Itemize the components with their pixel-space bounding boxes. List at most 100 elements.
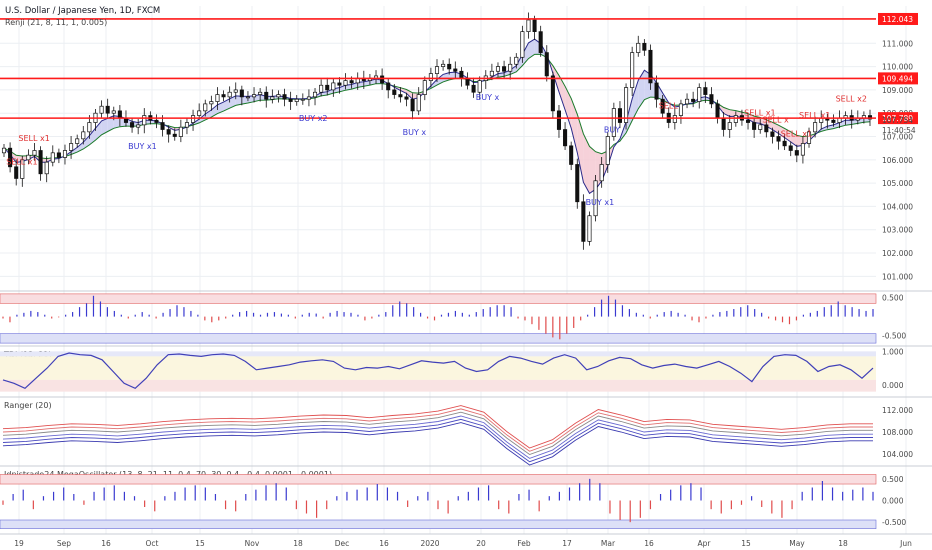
candle-body [581, 201, 586, 242]
candle-body [459, 70, 464, 79]
time-tick-label: Mar [601, 539, 616, 548]
ma-cloud-segment [528, 39, 535, 59]
candle-body [349, 80, 354, 84]
time-tick-label: 20 [476, 539, 486, 548]
price-tick-label: 107.000 [882, 133, 913, 142]
time-tick-label: 19 [14, 539, 24, 548]
candle-body [26, 154, 31, 161]
candle-body [526, 19, 531, 32]
time-tick-label: Oct [146, 539, 159, 548]
price-pane[interactable]: SELL x1 SELL x1 BUY x1 BUY x2 BUY x BUY x BUY … [0, 12, 876, 250]
candle-body [642, 42, 647, 51]
ma-cloud-segment [772, 122, 779, 134]
tdi-line [2, 352, 874, 390]
price-tick-label: 101.000 [882, 272, 913, 281]
candle-body [300, 98, 305, 101]
price-tick-label: 103.000 [882, 226, 913, 235]
candle-body [386, 82, 391, 91]
candle-body [166, 129, 171, 135]
candle-body [416, 94, 421, 112]
candle-body [520, 31, 525, 58]
candle-body [471, 84, 476, 93]
mega-tick-label: 0.000 [882, 497, 904, 506]
time-tick-label: Jun [899, 539, 912, 548]
ma-cloud-segment [723, 107, 730, 117]
candle-body [538, 31, 543, 53]
candle-body [410, 98, 415, 112]
candle-body [764, 124, 769, 133]
candle-body [398, 94, 403, 98]
time-tick-label: Nov [245, 539, 260, 548]
candle-body [788, 145, 793, 151]
price-tick-label: 111.000 [882, 39, 913, 48]
tdi-pane[interactable]: TDI (13, 21) [0, 350, 876, 392]
time-tick-label: Apr [698, 539, 712, 548]
candle-body [191, 115, 196, 123]
candle-body [111, 110, 116, 114]
candle-body [672, 115, 677, 123]
candle-body [282, 94, 287, 100]
ranger-pane[interactable]: Ranger (20) [2, 401, 873, 466]
candle-body [806, 131, 812, 144]
price-tick-label: 105.000 [882, 179, 913, 188]
candle-body [264, 91, 269, 100]
level-tag-label: 107.789 [882, 114, 913, 123]
candle-body [556, 110, 561, 130]
candle-body [447, 63, 452, 70]
ma-cloud-segment [95, 120, 102, 141]
slow-ma-line [3, 53, 871, 160]
candle-body [532, 19, 537, 32]
candle-body [441, 63, 446, 67]
candle-body [1, 147, 7, 154]
candle-body [758, 124, 763, 130]
candle-body [746, 119, 751, 123]
msi-pane[interactable]: MSI (10) [0, 293, 877, 344]
candle-body [392, 89, 397, 95]
candle-body [569, 145, 574, 165]
tdi-tick-label: 1.000 [882, 347, 904, 356]
candle-body [38, 150, 43, 175]
ma-cloud-segment [443, 72, 450, 82]
candle-body [434, 66, 440, 74]
ranger-band [2, 408, 873, 452]
candle-body [550, 75, 555, 112]
candle-body [276, 94, 281, 98]
candle-body [50, 152, 55, 163]
ma-cloud-segment [101, 118, 108, 135]
price-tick-label: 106.000 [882, 156, 913, 165]
time-tick-label: May [789, 539, 805, 548]
time-tick-label: 16 [644, 539, 654, 548]
candle-body [56, 152, 61, 158]
candle-body [630, 52, 635, 88]
candle-body [691, 98, 696, 102]
candle-body [252, 94, 257, 98]
candle-body [313, 91, 318, 98]
candle-body [709, 94, 714, 105]
ranger-band [2, 422, 873, 466]
msi-zone [0, 293, 877, 304]
candle-body [288, 98, 293, 102]
candle-body [703, 87, 708, 95]
candle-body [87, 122, 92, 133]
candle-body [99, 105, 104, 114]
time-tick-label: 16 [379, 539, 389, 548]
candle-body [184, 122, 189, 128]
megaoscillator-pane[interactable]: Idnistrade24 MegaOscillator (13, 8, 21, … [0, 470, 877, 529]
sell-signal-label: SELL x [762, 116, 789, 125]
candle-body [752, 122, 757, 130]
candle-body [154, 119, 159, 123]
ma-cloud-segment [516, 54, 523, 72]
level-tag-label: 109.494 [882, 74, 913, 83]
ranger-band [2, 418, 873, 463]
price-tick-label: 102.000 [882, 249, 913, 258]
candle-body [325, 84, 330, 91]
ma-cloud-segment [577, 114, 584, 183]
buy-signal-label: BUY x1 [586, 198, 615, 207]
grid [0, 6, 907, 534]
candle-body [337, 82, 342, 86]
buy-signal-label: BUY [604, 126, 620, 135]
ma-cloud-segment [583, 133, 590, 194]
candle-body [721, 117, 726, 130]
time-tick-label: 2020 [420, 539, 439, 548]
